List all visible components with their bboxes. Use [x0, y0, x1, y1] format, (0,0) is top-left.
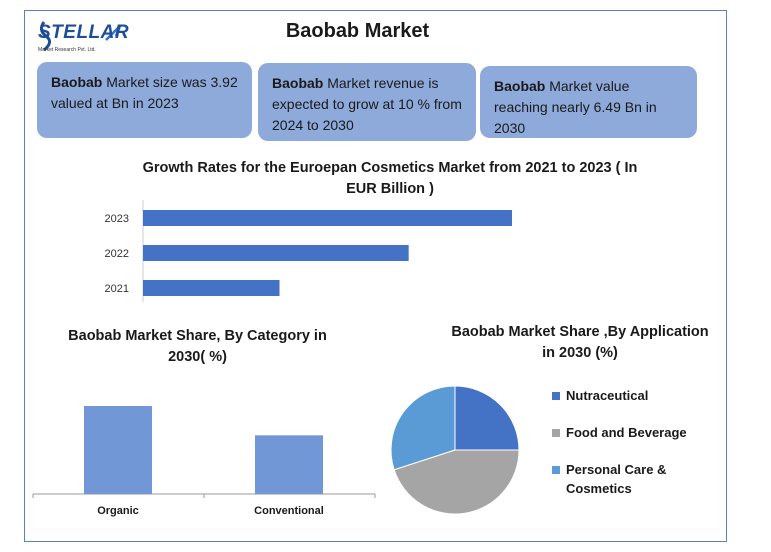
- growth-bar-chart: 2023 2022 2021: [105, 200, 512, 302]
- growth-chart-title-line1: Growth Rates for the Euroepan Cosmetics …: [142, 160, 638, 176]
- legend-swatch: [552, 429, 560, 437]
- legend-label: Food and Beverage: [566, 425, 687, 440]
- category-tick-conventional: Conventional: [254, 505, 324, 517]
- pie-legend: Nutraceutical Food and Beverage Personal…: [552, 386, 722, 516]
- legend-item-nutraceutical: Nutraceutical: [552, 386, 722, 405]
- category-bar-organic: [84, 406, 152, 494]
- category-chart-title-line1: Baobab Market Share, By Category in: [68, 328, 327, 344]
- growth-chart-title: Growth Rates for the Euroepan Cosmetics …: [120, 158, 660, 200]
- info-card-revenue: Baobab Market revenue is expected to gro…: [258, 63, 476, 141]
- growth-chart-title-line2: EUR Billion ): [346, 181, 434, 197]
- info-card-size: Baobab Market size was 3.92 valued at Bn…: [37, 62, 252, 138]
- legend-swatch: [552, 392, 560, 400]
- growth-bar-2021: [143, 280, 280, 296]
- card-text: Market value reaching nearly 6.49 Bn in …: [494, 78, 657, 136]
- infographic-frame: [24, 10, 727, 542]
- application-chart-title-line1: Baobab Market Share ,By Application: [451, 324, 709, 340]
- legend-label: Personal Care & Cosmetics: [566, 462, 667, 496]
- pie-slice-0: [454, 385, 520, 451]
- growth-tick-2023: 2023: [105, 213, 129, 225]
- legend-item-food-beverage: Food and Beverage: [552, 423, 722, 442]
- growth-tick-2021: 2021: [105, 283, 129, 295]
- logo-swoosh-icon: [39, 21, 122, 52]
- category-tick-organic: Organic: [97, 505, 139, 517]
- legend-swatch: [552, 466, 560, 474]
- card-text: Market revenue is expected to grow at 10…: [272, 75, 462, 133]
- card-text: Market size was 3.92 valued at Bn in 202…: [51, 74, 238, 111]
- page-title: Baobab Market: [285, 20, 430, 42]
- card-bold: Baobab: [494, 78, 546, 94]
- logo-tagline: Market Research Pvt. Ltd.: [38, 47, 96, 53]
- growth-bar-2023: [143, 210, 512, 226]
- card-bold: Baobab: [272, 75, 324, 91]
- logo-name: STELLAR: [38, 22, 130, 43]
- application-pie-chart: [390, 385, 520, 515]
- application-chart-title: Baobab Market Share ,By Application in 2…: [440, 322, 720, 364]
- info-card-value: Baobab Market value reaching nearly 6.49…: [480, 66, 697, 138]
- growth-tick-2022: 2022: [105, 248, 129, 260]
- card-bold: Baobab: [51, 74, 103, 90]
- legend-label: Nutraceutical: [566, 388, 649, 403]
- growth-bar-2022: [143, 245, 409, 261]
- category-chart-title-line2: 2030( %): [168, 349, 227, 365]
- pie-slice-2: [390, 385, 456, 471]
- category-bar-conventional: [255, 435, 323, 494]
- application-chart-title-line2: in 2030 (%): [542, 345, 618, 361]
- legend-item-personal-care: Personal Care & Cosmetics: [552, 460, 722, 498]
- stellar-logo: STELLAR Market Research Pvt. Ltd.: [36, 16, 130, 58]
- category-chart-title: Baobab Market Share, By Category in 2030…: [40, 326, 355, 368]
- pie-slice-1: [393, 449, 520, 515]
- category-bar-chart: Organic Conventional: [32, 406, 376, 517]
